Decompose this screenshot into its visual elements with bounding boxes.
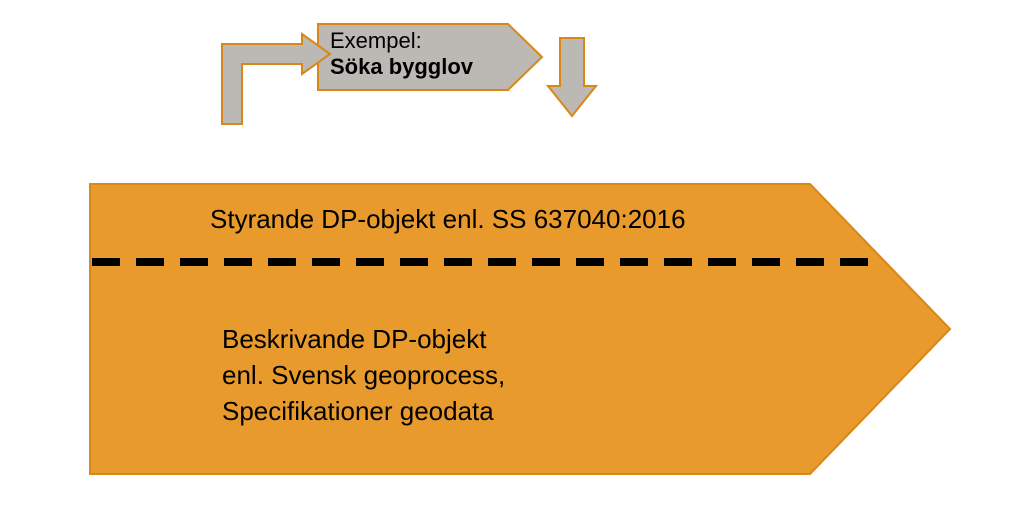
example-box-label-1: Exempel:: [330, 28, 422, 53]
example-box-label-2: Söka bygglov: [330, 54, 474, 79]
main-arrow-bottom-line-3: Specifikationer geodata: [222, 396, 494, 426]
elbow-arrow-icon: [222, 34, 330, 124]
down-arrow-icon: [548, 38, 596, 116]
main-arrow-shape: Styrande DP-objekt enl. SS 637040:2016 B…: [90, 184, 950, 474]
main-arrow-bottom-line-1: Beskrivande DP-objekt: [222, 324, 487, 354]
diagram-canvas: Styrande DP-objekt enl. SS 637040:2016 B…: [0, 0, 1023, 510]
main-arrow-top-label: Styrande DP-objekt enl. SS 637040:2016: [210, 204, 686, 234]
main-arrow-bottom-line-2: enl. Svensk geoprocess,: [222, 360, 505, 390]
example-box: Exempel: Söka bygglov: [318, 24, 542, 90]
